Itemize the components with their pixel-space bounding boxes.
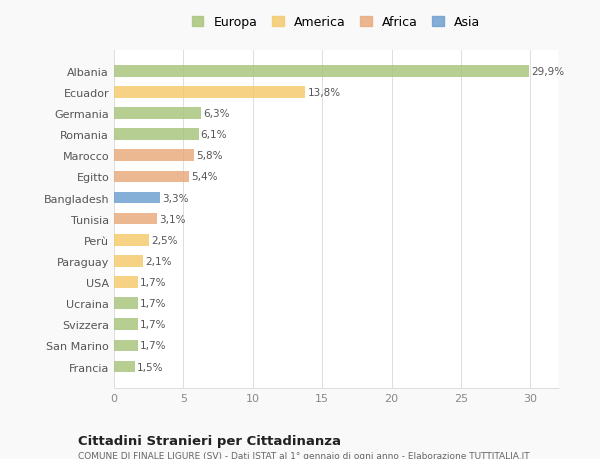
Text: 5,4%: 5,4% bbox=[191, 172, 218, 182]
Bar bbox=[114, 150, 194, 162]
Text: Cittadini Stranieri per Cittadinanza: Cittadini Stranieri per Cittadinanza bbox=[78, 434, 341, 447]
Text: 2,1%: 2,1% bbox=[145, 256, 172, 266]
Legend: Europa, America, Africa, Asia: Europa, America, Africa, Asia bbox=[192, 16, 480, 29]
Bar bbox=[114, 361, 135, 373]
Text: 6,3%: 6,3% bbox=[203, 109, 230, 119]
Bar bbox=[114, 192, 160, 204]
Text: 3,1%: 3,1% bbox=[159, 214, 185, 224]
Text: 1,5%: 1,5% bbox=[137, 362, 163, 372]
Bar bbox=[114, 319, 137, 330]
Text: 1,7%: 1,7% bbox=[140, 341, 166, 351]
Bar bbox=[114, 235, 149, 246]
Text: 29,9%: 29,9% bbox=[531, 67, 564, 77]
Bar bbox=[114, 129, 199, 140]
Text: 1,7%: 1,7% bbox=[140, 277, 166, 287]
Text: 2,5%: 2,5% bbox=[151, 235, 177, 245]
Bar bbox=[114, 213, 157, 225]
Bar bbox=[114, 340, 137, 352]
Text: 5,8%: 5,8% bbox=[197, 151, 223, 161]
Text: COMUNE DI FINALE LIGURE (SV) - Dati ISTAT al 1° gennaio di ogni anno - Elaborazi: COMUNE DI FINALE LIGURE (SV) - Dati ISTA… bbox=[78, 451, 530, 459]
Bar bbox=[114, 298, 137, 309]
Bar bbox=[114, 108, 202, 120]
Bar bbox=[114, 66, 529, 78]
Bar bbox=[114, 87, 305, 99]
Text: 1,7%: 1,7% bbox=[140, 319, 166, 330]
Bar bbox=[114, 256, 143, 267]
Text: 3,3%: 3,3% bbox=[162, 193, 188, 203]
Bar bbox=[114, 171, 189, 183]
Text: 1,7%: 1,7% bbox=[140, 298, 166, 308]
Bar bbox=[114, 277, 137, 288]
Text: 6,1%: 6,1% bbox=[201, 130, 227, 140]
Text: 13,8%: 13,8% bbox=[308, 88, 341, 98]
